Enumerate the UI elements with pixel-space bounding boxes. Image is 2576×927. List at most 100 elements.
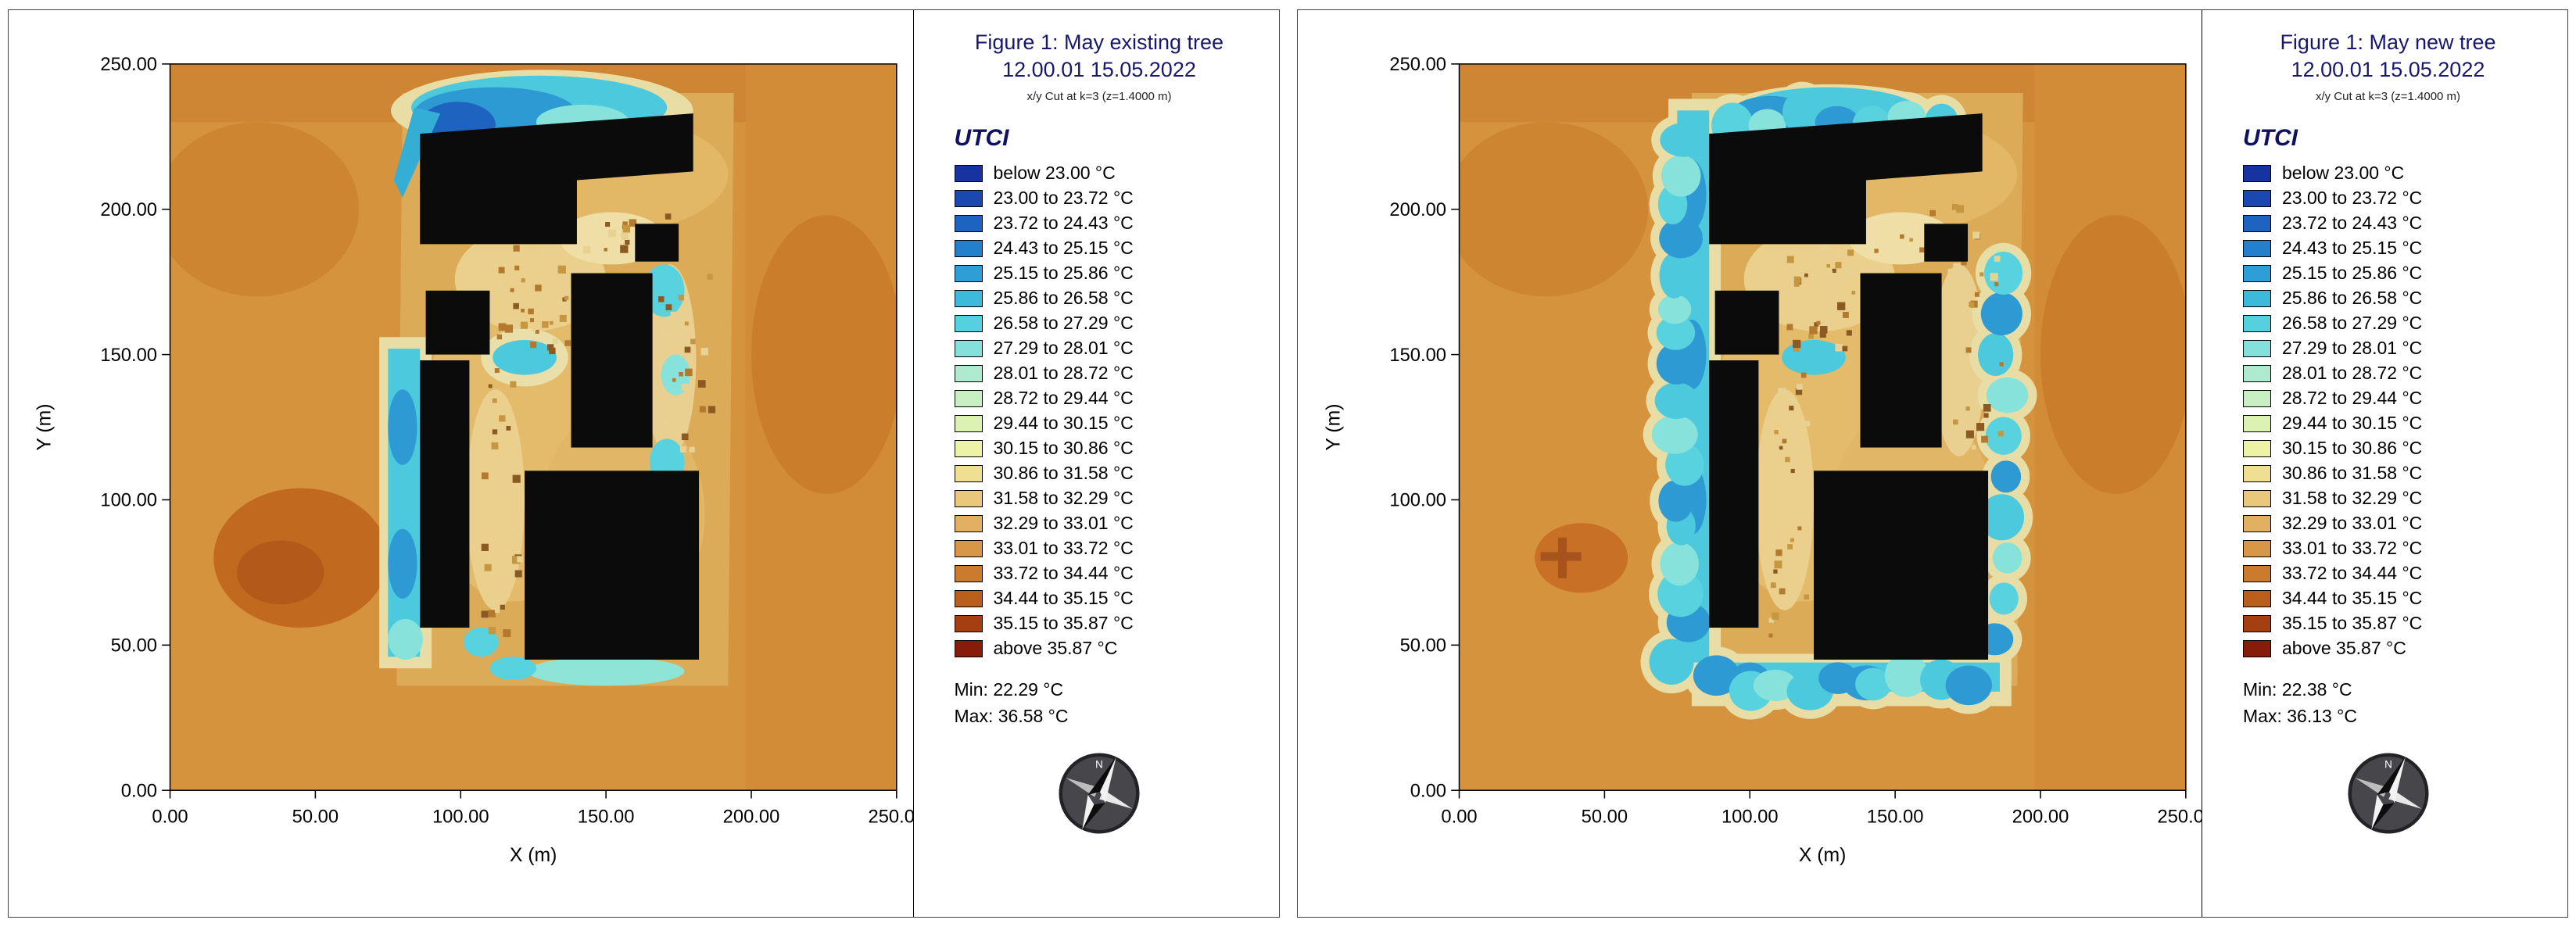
legend-entry: 31.58 to 32.29 °C bbox=[954, 488, 1263, 509]
legend-label: 25.86 to 26.58 °C bbox=[2282, 288, 2423, 309]
x-tick-label: 200.00 bbox=[723, 807, 780, 828]
legend-entry: 30.15 to 30.86 °C bbox=[2243, 438, 2552, 459]
legend-entry: 25.86 to 26.58 °C bbox=[2243, 288, 2552, 309]
figure-panel-existing-tree: 0.00 0.00 50.00 50.00 100.00 100.00 150.00 150.… bbox=[8, 9, 1280, 918]
legend-label: 30.86 to 31.58 °C bbox=[993, 463, 1134, 484]
legend-label: 30.15 to 30.86 °C bbox=[993, 438, 1134, 459]
legend-label: 34.44 to 35.15 °C bbox=[2282, 588, 2423, 609]
legend-label: 27.29 to 28.01 °C bbox=[2282, 338, 2423, 359]
max-value: Max: 36.13 °C bbox=[2243, 705, 2357, 726]
legend-swatch bbox=[2243, 314, 2271, 332]
legend-swatch bbox=[954, 214, 983, 232]
legend-swatch bbox=[2243, 339, 2271, 357]
legend-label: 32.29 to 33.01 °C bbox=[2282, 513, 2423, 534]
legend-swatch bbox=[954, 239, 983, 257]
heatmap-canvas bbox=[1459, 63, 2186, 791]
x-tick-label: 100.00 bbox=[1721, 807, 1778, 828]
legend-entry: 33.01 to 33.72 °C bbox=[954, 538, 1263, 559]
legend-label: 34.44 to 35.15 °C bbox=[993, 588, 1134, 609]
legend-entry: 35.15 to 35.87 °C bbox=[954, 613, 1263, 634]
utci-heatmap-new: 0.00 0.00 50.00 50.00 100.00 100.00 150.00 150.… bbox=[1323, 55, 2202, 866]
compass-n-label: N bbox=[2384, 758, 2392, 770]
legend-swatch bbox=[954, 314, 983, 332]
legend-swatch bbox=[954, 414, 983, 432]
buildings-layer bbox=[1708, 113, 1988, 660]
y-tick-label: 250.00 bbox=[100, 55, 157, 75]
cut-note: x/y Cut at k=3 (z=1.4000 m) bbox=[1026, 90, 1172, 104]
legend-label: 31.58 to 32.29 °C bbox=[993, 488, 1134, 509]
legend-swatch bbox=[954, 289, 983, 307]
legend-entry: 28.01 to 28.72 °C bbox=[954, 363, 1263, 384]
legend-label: 24.43 to 25.15 °C bbox=[2282, 238, 2423, 259]
legend-label: 28.72 to 29.44 °C bbox=[993, 388, 1134, 409]
legend-entry: above 35.87 °C bbox=[954, 638, 1263, 659]
legend-swatch bbox=[954, 339, 983, 357]
legend-label: 26.58 to 27.29 °C bbox=[993, 313, 1134, 334]
legend-entry: 30.15 to 30.86 °C bbox=[954, 438, 1263, 459]
legend-swatch bbox=[2243, 289, 2271, 307]
legend-swatch bbox=[2243, 539, 2271, 557]
y-tick-label: 50.00 bbox=[1399, 636, 1446, 657]
legend-swatch bbox=[2243, 239, 2271, 257]
plot-frame bbox=[1458, 63, 2187, 791]
compass-circle bbox=[1059, 753, 1140, 834]
legend-swatch bbox=[2243, 514, 2271, 532]
legend-swatch bbox=[954, 589, 983, 607]
legend-label: 24.43 to 25.15 °C bbox=[993, 238, 1134, 259]
legend-entry: 23.00 to 23.72 °C bbox=[954, 188, 1263, 209]
legend-entry: 25.86 to 26.58 °C bbox=[954, 288, 1263, 309]
legend-swatch bbox=[2243, 414, 2271, 432]
legend-label: 32.29 to 33.01 °C bbox=[993, 513, 1134, 534]
legend-entry: 28.72 to 29.44 °C bbox=[954, 388, 1263, 409]
legend-entry: below 23.00 °C bbox=[954, 163, 1263, 184]
legend-entry: 27.29 to 28.01 °C bbox=[2243, 338, 2552, 359]
compass-circle bbox=[2347, 753, 2429, 834]
legend-swatch bbox=[954, 189, 983, 207]
heatmap-canvas bbox=[170, 63, 897, 791]
legend-entry: 27.29 to 28.01 °C bbox=[954, 338, 1263, 359]
legend-label: 29.44 to 30.15 °C bbox=[2282, 413, 2423, 434]
legend-label: above 35.87 °C bbox=[993, 638, 1118, 659]
legend-swatch bbox=[954, 264, 983, 282]
figure-title: Figure 1: May existing tree 12.00.01 15.… bbox=[936, 29, 1263, 84]
min-value: Min: 22.38 °C bbox=[2243, 679, 2352, 700]
legend-entry: 23.72 to 24.43 °C bbox=[954, 213, 1263, 234]
legend-label: below 23.00 °C bbox=[993, 163, 1116, 184]
y-tick-label: 0.00 bbox=[1410, 781, 1446, 801]
y-tick-label: 150.00 bbox=[1389, 345, 1446, 366]
legend-entry: 34.44 to 35.15 °C bbox=[2243, 588, 2552, 609]
north-arrow-icon: N bbox=[2345, 750, 2432, 837]
legend-label: below 23.00 °C bbox=[2282, 163, 2405, 184]
y-tick-label: 250.00 bbox=[1389, 55, 1446, 75]
legend-label: 33.72 to 34.44 °C bbox=[993, 563, 1134, 584]
legend-entry: below 23.00 °C bbox=[2243, 163, 2552, 184]
legend-swatch bbox=[954, 514, 983, 532]
legend-panel-new: Figure 1: May new tree 12.00.01 15.05.20… bbox=[2202, 10, 2567, 917]
figure-title-line2: 12.00.01 15.05.2022 bbox=[1002, 58, 1196, 82]
y-tick-label: 50.00 bbox=[111, 636, 157, 657]
legend-swatch bbox=[2243, 214, 2271, 232]
y-tick-label: 0.00 bbox=[121, 781, 157, 801]
legend-swatch bbox=[2243, 489, 2271, 507]
figure-title-line2: 12.00.01 15.05.2022 bbox=[2291, 58, 2485, 82]
x-tick-label: 50.00 bbox=[1581, 807, 1627, 828]
legend-entry: 29.44 to 30.15 °C bbox=[954, 413, 1263, 434]
x-tick-label: 250.00 bbox=[869, 807, 913, 828]
legend-swatch bbox=[954, 439, 983, 457]
legend-label: 25.15 to 25.86 °C bbox=[2282, 263, 2423, 284]
legend-label: 29.44 to 30.15 °C bbox=[993, 413, 1134, 434]
legend-entry: 23.72 to 24.43 °C bbox=[2243, 213, 2552, 234]
x-tick-label: 0.00 bbox=[1441, 807, 1477, 828]
x-tick-label: 100.00 bbox=[432, 807, 489, 828]
legend-label: 31.58 to 32.29 °C bbox=[2282, 488, 2423, 509]
legend-entry: 29.44 to 30.15 °C bbox=[2243, 413, 2552, 434]
legend-swatch bbox=[954, 539, 983, 557]
legend-swatch bbox=[954, 464, 983, 482]
legend-panel-existing: Figure 1: May existing tree 12.00.01 15.… bbox=[912, 10, 1279, 917]
x-tick-label: 250.00 bbox=[2157, 807, 2202, 828]
legend-swatch bbox=[2243, 589, 2271, 607]
y-tick-label: 150.00 bbox=[100, 345, 157, 366]
utci-heatmap-existing: 0.00 0.00 50.00 50.00 100.00 100.00 150.00 150.… bbox=[34, 55, 913, 866]
plot-frame bbox=[169, 63, 897, 791]
legend-swatch bbox=[2243, 639, 2271, 657]
